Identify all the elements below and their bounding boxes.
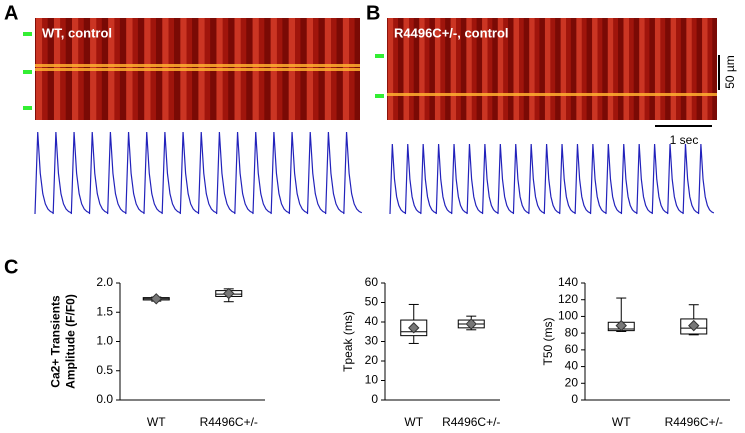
stripe	[660, 18, 666, 120]
stripe	[419, 18, 425, 120]
marker	[23, 32, 32, 36]
y-tick-label: 140	[558, 275, 578, 289]
x-tick-label: WT	[404, 415, 423, 429]
stripe	[686, 18, 692, 120]
y-tick-label: 40	[365, 314, 379, 328]
x-tick-label: WT	[612, 415, 631, 429]
bright-band	[35, 64, 360, 67]
stripe	[403, 18, 409, 120]
y-tick-label: 20	[365, 353, 379, 367]
stripe	[566, 18, 571, 120]
stripe	[639, 18, 645, 120]
stripe	[513, 18, 519, 120]
mean-marker	[150, 293, 162, 305]
stripe	[466, 18, 472, 120]
bright-band	[387, 93, 717, 96]
stripe	[623, 18, 629, 120]
stripe	[644, 18, 650, 120]
trace	[34, 131, 363, 215]
stripe	[424, 18, 430, 120]
stripe	[613, 18, 618, 120]
stripe	[576, 18, 582, 120]
image-label: WT, control	[42, 25, 112, 40]
scale-label: 1 sec	[670, 133, 699, 147]
y-tick-label: 0	[371, 392, 378, 406]
stripe	[387, 18, 394, 120]
stripe	[654, 18, 661, 120]
trace	[389, 143, 715, 215]
stripe	[544, 18, 551, 120]
stripe	[534, 18, 540, 120]
stripe	[592, 18, 598, 120]
stripe	[670, 18, 677, 120]
y-tick-label: 60	[565, 342, 579, 356]
marker	[375, 94, 384, 98]
stripe	[529, 18, 535, 120]
stripe	[434, 18, 441, 120]
panel-letter: B	[366, 2, 380, 24]
y-axis-label: Ca2+ Transients	[49, 295, 63, 388]
stripe	[440, 18, 446, 120]
y-tick-label: 60	[365, 275, 379, 289]
marker	[375, 54, 384, 58]
stripe	[519, 18, 524, 120]
stripe	[691, 18, 697, 120]
stripe	[607, 18, 614, 120]
y-tick-label: 0	[571, 392, 578, 406]
y-tick-label: 30	[365, 334, 379, 348]
y-tick-label: 0.5	[96, 363, 113, 377]
stripe	[456, 18, 461, 120]
y-axis-label: Tpeak (ms)	[341, 311, 355, 372]
y-tick-label: 40	[565, 359, 579, 373]
stripe	[702, 18, 708, 120]
y-tick-label: 2.0	[96, 275, 113, 289]
mean-marker	[465, 318, 477, 330]
scale-label: 50 µm	[723, 55, 737, 89]
stripe	[550, 18, 556, 120]
stripe	[560, 18, 567, 120]
y-tick-label: 10	[365, 373, 379, 387]
stripe	[482, 18, 488, 120]
stripe	[629, 18, 634, 120]
y-tick-label: 20	[565, 375, 579, 389]
image-label: R4496C+/-, control	[394, 25, 509, 40]
y-tick-label: 0.0	[96, 392, 113, 406]
y-tick-label: 100	[558, 309, 578, 323]
stripe	[707, 18, 713, 120]
y-axis-label: T50 (ms)	[541, 317, 555, 365]
stripe	[597, 18, 603, 120]
line-scan-image	[23, 18, 360, 120]
y-tick-label: 80	[565, 325, 579, 339]
mean-marker	[615, 319, 627, 332]
y-axis-label: Amplitude (F/F0)	[64, 294, 78, 389]
stripe	[497, 18, 504, 120]
stripe	[581, 18, 587, 120]
mean-marker	[408, 322, 420, 334]
marker	[23, 70, 32, 74]
stripe	[487, 18, 493, 120]
x-tick-label: R4496C+/-	[200, 415, 258, 429]
mean-marker	[688, 319, 700, 332]
panel-letter: A	[4, 2, 18, 24]
x-tick-label: R4496C+/-	[442, 415, 500, 429]
marker	[23, 106, 32, 110]
stripe	[409, 18, 414, 120]
stripe	[471, 18, 477, 120]
y-tick-label: 1.0	[96, 334, 113, 348]
y-tick-label: 50	[365, 295, 379, 309]
line-scan-image	[375, 18, 717, 120]
x-tick-label: WT	[147, 415, 166, 429]
stripe	[503, 18, 508, 120]
y-tick-label: 1.5	[96, 304, 113, 318]
mean-marker	[223, 287, 235, 300]
panel-letter: C	[4, 256, 18, 278]
y-tick-label: 120	[558, 292, 578, 306]
stripe	[676, 18, 681, 120]
stripe	[393, 18, 398, 120]
bright-band	[35, 68, 360, 71]
x-tick-label: R4496C+/-	[665, 415, 723, 429]
stripe	[450, 18, 457, 120]
